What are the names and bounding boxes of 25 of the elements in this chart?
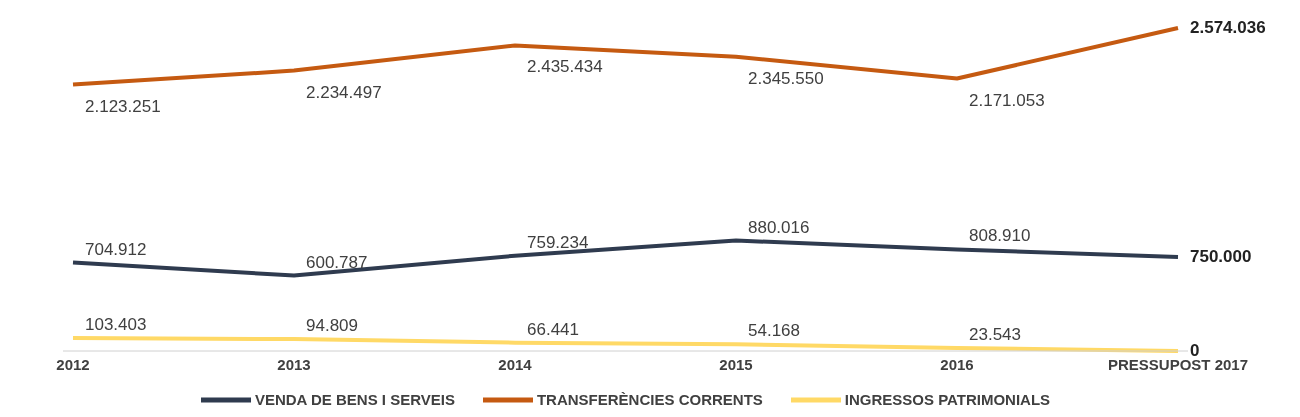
legend-label: INGRESSOS PATRIMONIALS (843, 391, 1051, 408)
data-label: 66.441 (527, 319, 579, 339)
data-label: 2.435.434 (527, 57, 603, 77)
x-tick-label: 2016 (940, 355, 974, 373)
data-label: 2.234.497 (306, 82, 382, 102)
data-label: 2.171.053 (969, 90, 1045, 110)
data-label: 23.543 (969, 325, 1021, 345)
data-label: 54.168 (748, 321, 800, 341)
data-label: 2.345.550 (748, 68, 824, 88)
data-label: 880.016 (748, 217, 810, 237)
x-tick-label: 2015 (719, 355, 753, 373)
data-label: 2.574.036 (1190, 18, 1266, 37)
legend-label: VENDA DE BENS I SERVEIS (253, 391, 455, 408)
x-tick-label: 2012 (56, 355, 90, 373)
data-label: 600.787 (306, 252, 368, 272)
data-label: 94.809 (306, 316, 358, 336)
data-label: 759.234 (527, 232, 589, 252)
data-label: 808.910 (969, 226, 1031, 246)
data-label: 103.403 (85, 315, 147, 335)
x-tick-label: 2013 (277, 355, 311, 373)
data-label: 704.912 (85, 239, 147, 259)
legend-label: TRANSFERÈNCIES CORRENTS (535, 391, 763, 408)
data-label: 750.000 (1190, 246, 1252, 266)
x-tick-label: 2014 (498, 355, 533, 373)
data-label: 2.123.251 (85, 96, 161, 116)
